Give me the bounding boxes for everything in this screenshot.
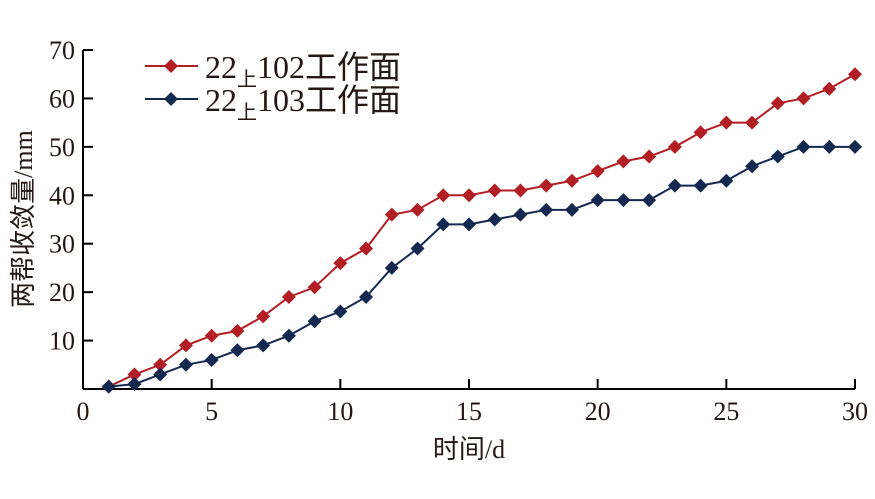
data-point bbox=[667, 139, 682, 154]
data-point bbox=[616, 193, 631, 208]
data-point bbox=[307, 280, 322, 295]
series-line bbox=[108, 145, 855, 388]
legend-item-2: 22上103工作面 bbox=[145, 82, 401, 124]
x-tick-label: 15 bbox=[456, 397, 482, 426]
data-point bbox=[693, 178, 708, 193]
legend-label: 22上102工作面 bbox=[205, 49, 401, 91]
series-2 bbox=[101, 139, 862, 394]
data-point bbox=[848, 67, 862, 82]
x-tick-label: 30 bbox=[842, 397, 868, 426]
data-point bbox=[642, 193, 657, 208]
data-point bbox=[101, 379, 116, 394]
data-point bbox=[410, 241, 425, 256]
data-point bbox=[333, 256, 348, 271]
data-point bbox=[745, 159, 760, 174]
data-point bbox=[770, 96, 785, 111]
y-tick-label: 70 bbox=[49, 36, 75, 65]
data-point bbox=[281, 289, 296, 304]
data-point bbox=[204, 328, 219, 343]
data-point bbox=[281, 328, 296, 343]
y-tick-label: 40 bbox=[49, 181, 75, 210]
y-tick-label: 50 bbox=[49, 133, 75, 162]
data-point bbox=[513, 183, 528, 198]
data-point bbox=[153, 357, 168, 372]
data-point bbox=[848, 139, 862, 154]
data-point bbox=[487, 183, 502, 198]
data-point bbox=[256, 309, 271, 324]
y-axis-label: 两帮收敛量/mm bbox=[9, 130, 38, 308]
data-point bbox=[333, 304, 348, 319]
data-point bbox=[590, 164, 605, 179]
data-point bbox=[127, 377, 142, 392]
data-point bbox=[822, 139, 837, 154]
data-point bbox=[436, 188, 451, 203]
data-point bbox=[462, 188, 476, 203]
series-layer bbox=[101, 67, 862, 394]
axes: 0 5 10 15 20 25 30 10 20 30 40 50 60 70 bbox=[49, 36, 868, 426]
data-point bbox=[564, 173, 579, 188]
data-point bbox=[745, 115, 760, 130]
y-tick-label: 60 bbox=[49, 84, 75, 113]
data-point bbox=[770, 149, 785, 164]
legend-marker bbox=[164, 59, 178, 73]
data-point bbox=[564, 202, 579, 217]
series-line bbox=[108, 73, 856, 388]
data-point bbox=[359, 289, 374, 304]
x-tick-label: 25 bbox=[713, 397, 739, 426]
data-point bbox=[230, 343, 245, 358]
data-point bbox=[178, 357, 193, 372]
legend-label: 22上103工作面 bbox=[205, 82, 401, 124]
x-tick-label: 20 bbox=[585, 397, 611, 426]
data-point bbox=[616, 154, 631, 169]
x-tick-label: 5 bbox=[205, 397, 218, 426]
data-point bbox=[487, 212, 502, 227]
data-point bbox=[719, 173, 734, 188]
y-tick-label: 10 bbox=[49, 327, 75, 356]
data-point bbox=[384, 260, 399, 275]
legend-marker bbox=[164, 92, 178, 106]
data-point bbox=[153, 367, 168, 382]
y-tick-label: 30 bbox=[49, 230, 75, 259]
data-point bbox=[822, 81, 837, 96]
data-point bbox=[256, 338, 271, 353]
y-tick-label: 20 bbox=[49, 278, 75, 307]
data-point bbox=[359, 241, 374, 256]
data-point bbox=[642, 149, 657, 164]
data-point bbox=[410, 202, 425, 217]
data-point bbox=[462, 217, 476, 232]
data-point bbox=[307, 314, 322, 329]
data-point bbox=[539, 178, 554, 193]
legend-item-1: 22上102工作面 bbox=[145, 49, 401, 91]
data-point bbox=[384, 207, 399, 222]
data-point bbox=[178, 338, 193, 353]
data-point bbox=[204, 352, 219, 367]
x-tick-label: 0 bbox=[77, 397, 90, 426]
data-point bbox=[539, 202, 554, 217]
x-axis-label: 时间/d bbox=[433, 435, 505, 464]
data-point bbox=[436, 217, 451, 232]
data-point bbox=[796, 91, 811, 106]
data-point bbox=[590, 193, 605, 208]
data-point bbox=[796, 139, 811, 154]
data-point bbox=[513, 207, 528, 222]
x-tick-label: 10 bbox=[327, 397, 353, 426]
series-1 bbox=[101, 67, 862, 394]
data-point bbox=[693, 125, 708, 140]
data-point bbox=[667, 178, 682, 193]
data-point bbox=[719, 115, 734, 130]
data-point bbox=[127, 367, 142, 382]
data-point bbox=[230, 323, 245, 338]
